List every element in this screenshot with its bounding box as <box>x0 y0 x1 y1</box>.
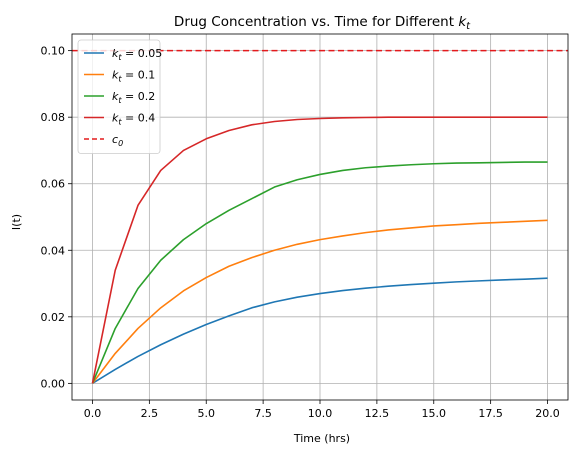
y-tick-label: 0.00 <box>41 377 66 390</box>
y-tick-label: 0.06 <box>41 178 66 191</box>
y-tick-label: 0.08 <box>41 111 66 124</box>
y-tick-label: 0.10 <box>41 45 66 58</box>
legend-box <box>77 39 161 154</box>
chart-title: Drug Concentration vs. Time for Differen… <box>174 14 471 32</box>
series-line-k-t-0-05 <box>92 277 548 385</box>
series-line-k-t-0-2 <box>91 161 548 384</box>
series-line-k-t-0-1 <box>91 219 548 384</box>
y-tick-label: 0.04 <box>41 244 66 257</box>
x-axis-label: Time (hrs) <box>293 432 350 445</box>
y-axis-ticks: 0.00 0.02 0.04 0.06 0.08 0.10 <box>41 45 72 390</box>
title-symbol-sub: t <box>466 21 471 32</box>
x-tick-label: 15.0 <box>422 407 447 420</box>
legend-entry-label: kt = 0.05 <box>112 47 162 62</box>
series-line-k-t-0-4 <box>91 116 548 384</box>
legend: kt = 0.05 kt = 0.1 kt = 0.2 kt = 0.4 c0 <box>77 39 162 154</box>
title-symbol: k <box>458 14 467 30</box>
legend-entry-label: kt = 0.2 <box>112 90 155 105</box>
legend-entry-label: c0 <box>112 133 123 148</box>
x-tick-label: 12.5 <box>365 407 390 420</box>
x-axis-ticks: 0.0 2.5 5.0 7.5 10.0 12.5 15.0 17.5 20.0 <box>84 400 560 420</box>
x-tick-label: 2.5 <box>141 407 159 420</box>
legend-entry-label: kt = 0.4 <box>112 112 155 127</box>
series-lines <box>72 49 568 385</box>
legend-entry-label: kt = 0.1 <box>112 69 155 84</box>
x-tick-label: 7.5 <box>254 407 272 420</box>
y-tick-label: 0.02 <box>41 311 66 324</box>
x-tick-label: 17.5 <box>478 407 503 420</box>
x-tick-label: 5.0 <box>197 407 215 420</box>
x-tick-label: 20.0 <box>535 407 560 420</box>
x-tick-label: 10.0 <box>308 407 333 420</box>
x-tick-label: 0.0 <box>84 407 102 420</box>
y-axis-label: I(t) <box>10 214 23 230</box>
